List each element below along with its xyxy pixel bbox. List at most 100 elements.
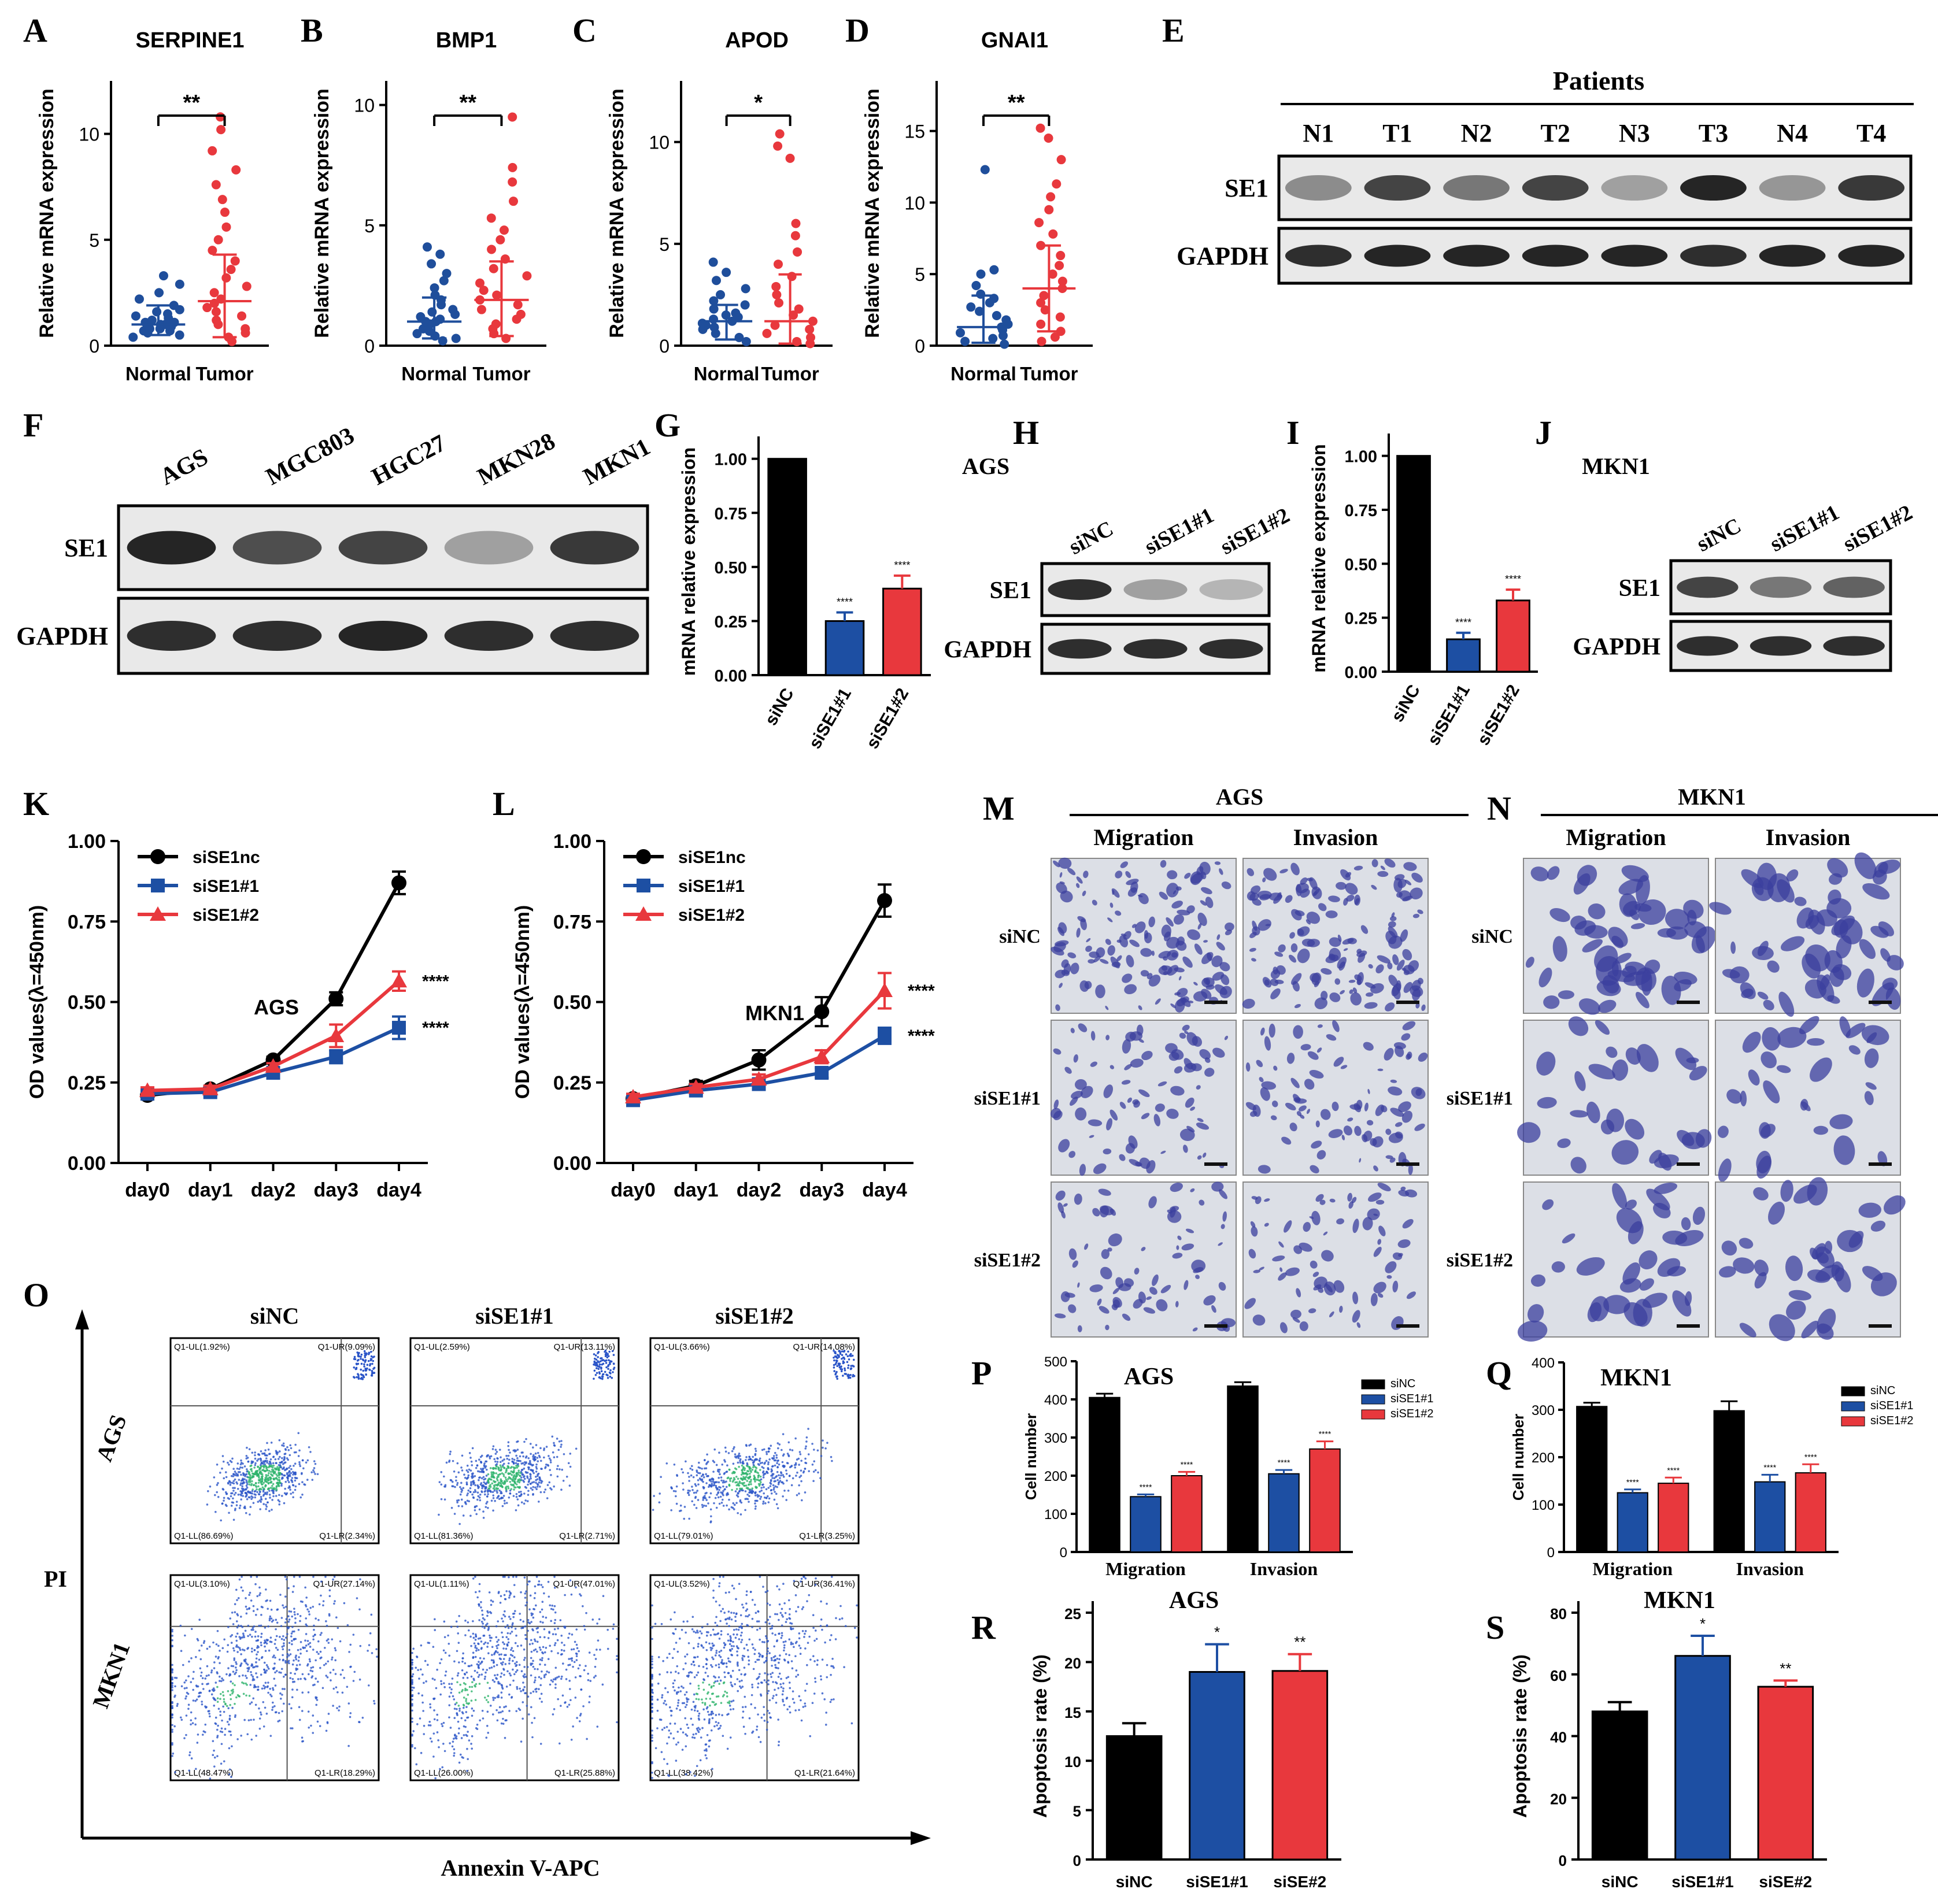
event-dot [452, 1485, 454, 1488]
event-dot [507, 1485, 509, 1488]
event-dot [475, 1591, 477, 1594]
bar-P-siSE1#1-Migration [1130, 1496, 1162, 1553]
event-dot [308, 1726, 310, 1729]
event-dot [760, 1478, 763, 1481]
event-dot [507, 1627, 510, 1629]
event-dot [509, 1492, 512, 1495]
event-dot [259, 1711, 262, 1714]
event-dot [252, 1605, 255, 1607]
y-tick-label-R: 15 [1064, 1704, 1081, 1721]
stained-cell [1348, 1201, 1353, 1209]
significance-P: **** [1140, 1482, 1152, 1491]
event-dot [353, 1670, 356, 1673]
event-dot [268, 1649, 271, 1652]
legend-label-Q: siNC [1870, 1384, 1895, 1397]
event-dot [282, 1442, 285, 1445]
stained-cell [1418, 1052, 1428, 1062]
event-dot [712, 1484, 714, 1487]
event-dot [298, 1449, 301, 1452]
event-dot [271, 1509, 273, 1511]
stained-cell [1125, 870, 1131, 879]
significance-P: **** [1319, 1429, 1332, 1439]
data-point-C-Normal [709, 314, 719, 324]
event-dot [260, 1713, 262, 1716]
event-dot [272, 1491, 275, 1494]
data-point-C-Tumor [792, 336, 802, 346]
event-dot [216, 1697, 219, 1700]
event-dot [719, 1495, 722, 1498]
event-dot [291, 1477, 294, 1479]
stained-cell [1767, 1201, 1785, 1225]
event-dot [445, 1461, 448, 1464]
stained-cell [1872, 982, 1894, 1006]
event-dot [437, 1739, 439, 1742]
event-dot [728, 1483, 731, 1486]
stained-cell [1754, 1260, 1769, 1277]
event-dot [289, 1475, 291, 1477]
event-dot [498, 1489, 501, 1492]
event-dot [257, 1651, 259, 1653]
event-dot [516, 1449, 519, 1451]
y-tick-label-S: 80 [1550, 1605, 1567, 1623]
event-dot [757, 1476, 760, 1479]
event-dot [267, 1607, 269, 1610]
stained-cell [1132, 1099, 1139, 1105]
event-dot [665, 1462, 668, 1465]
event-dot [755, 1469, 757, 1472]
event-dot [575, 1447, 578, 1450]
data-point-D-Tumor [1055, 312, 1065, 322]
event-dot [235, 1501, 238, 1503]
stained-cell [1171, 952, 1178, 958]
event-dot [250, 1673, 253, 1676]
event-dot [609, 1372, 612, 1375]
event-dot [768, 1497, 771, 1500]
event-dot [682, 1471, 685, 1474]
event-dot [709, 1520, 712, 1523]
event-dot [751, 1459, 754, 1462]
event-dot [729, 1480, 731, 1482]
x-tick-label-S: siNC [1602, 1873, 1639, 1891]
event-dot [202, 1730, 205, 1733]
stained-cell [1108, 1233, 1122, 1247]
quadrant-label: Q1-UR(9.09%) [318, 1342, 375, 1352]
event-dot [202, 1642, 205, 1644]
event-dot [230, 1665, 233, 1668]
quadrant-label: Q1-UL(1.92%) [174, 1342, 230, 1352]
event-dot [249, 1468, 252, 1471]
stained-cell [1273, 894, 1282, 904]
event-dot [457, 1505, 460, 1507]
event-dot [838, 1350, 841, 1352]
event-dot [694, 1483, 697, 1486]
stained-cell [1264, 1036, 1271, 1051]
stained-cell [1053, 1099, 1059, 1109]
event-dot [230, 1733, 232, 1736]
event-dot [252, 1610, 255, 1612]
event-dot [335, 1616, 338, 1619]
event-dot [282, 1659, 284, 1662]
event-dot [575, 1659, 578, 1661]
event-dot [236, 1488, 239, 1490]
event-dot [465, 1711, 468, 1713]
event-dot [532, 1446, 534, 1449]
event-dot [221, 1467, 223, 1470]
stained-cell [1077, 1325, 1082, 1332]
stained-cell [1363, 1131, 1373, 1142]
panel-letter-N: N [1487, 790, 1511, 827]
event-dot [601, 1375, 604, 1378]
event-dot [500, 1672, 503, 1675]
event-dot [256, 1647, 258, 1649]
event-dot [487, 1701, 490, 1703]
event-dot [327, 1642, 330, 1644]
event-dot [756, 1495, 759, 1498]
x-tick-label-L: day3 [800, 1179, 845, 1201]
stained-cell [1767, 960, 1780, 973]
event-dot [278, 1500, 281, 1503]
stained-cell [1270, 979, 1279, 986]
event-dot [781, 1461, 784, 1464]
event-dot [213, 1667, 216, 1669]
event-dot [261, 1483, 264, 1486]
event-dot [328, 1589, 331, 1592]
chart-title-D: GNAI1 [981, 28, 1048, 53]
event-dot [370, 1355, 373, 1358]
event-dot [687, 1489, 690, 1492]
